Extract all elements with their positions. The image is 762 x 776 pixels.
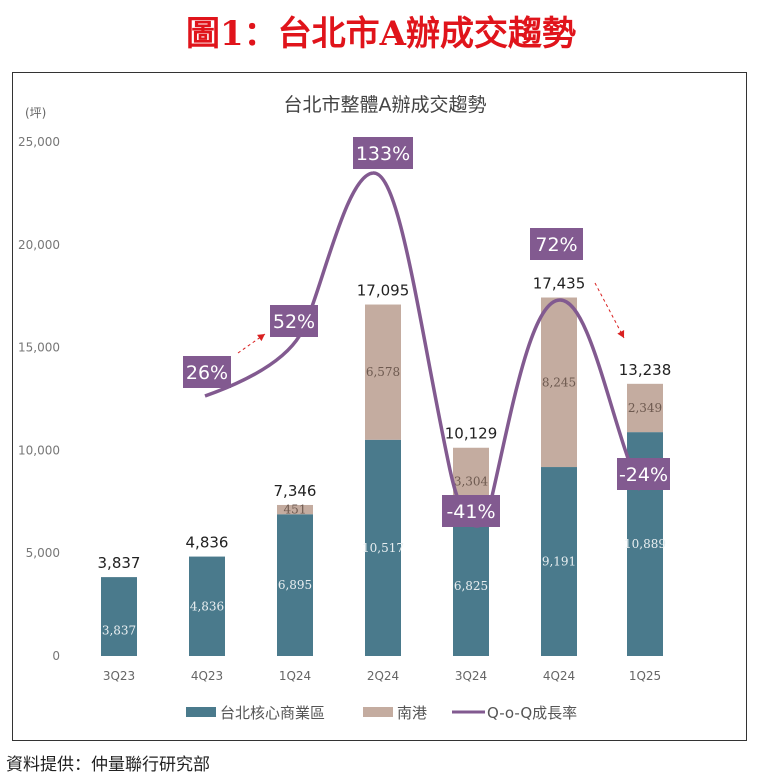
y-tick-label: 0 [52,649,60,663]
growth-label: -41% [446,501,495,523]
growth-label-box [353,137,413,169]
bar-nangang [277,504,313,515]
bar-core-label: 6,825 [454,579,488,593]
growth-label-box [617,458,670,490]
chart-title: 台北市整體A辦成交趨勢 [284,94,487,116]
bar-total-label: 3,837 [98,554,141,572]
bar-nangang-label: 6,578 [366,365,400,379]
y-tick-label: 15,000 [18,341,60,355]
bar-nangang-label: 8,245 [542,375,576,389]
legend-label-core: 台北核心商業區 [220,704,325,722]
bar-core-label: 6,895 [278,578,312,592]
growth-label-box [270,305,318,337]
growth-label: -24% [619,464,668,486]
bar-core-label: 9,191 [542,555,576,569]
bar-nangang [541,297,577,468]
bar-total-label: 10,129 [445,425,498,443]
x-tick-label: 3Q24 [455,669,487,683]
y-tick-label: 5,000 [26,546,60,560]
growth-label: 72% [535,234,577,256]
x-tick-label: 3Q23 [103,669,135,683]
bar-total-label: 17,435 [533,275,586,293]
bar-core [189,556,225,656]
bar-nangang [365,304,401,440]
y-tick-label: 25,000 [18,135,60,149]
bar-nangang [627,383,663,433]
bar-total-label: 4,836 [186,534,229,552]
bar-core-label: 10,517 [362,541,404,555]
growth-label: 133% [356,143,410,165]
x-tick-label: 1Q25 [629,669,661,683]
legend-swatch-nangang [363,707,393,717]
chart-frame [12,72,747,741]
bar-total-label: 7,346 [274,482,317,500]
bar-nangang-label: 3,304 [454,475,489,489]
bar-total-label: 13,238 [619,361,672,379]
x-tick-label: 1Q24 [279,669,311,683]
bar-core [453,515,489,656]
bar-core [101,577,137,656]
bar-core [365,439,401,656]
growth-label: 52% [273,311,315,333]
growth-label-box [183,356,231,388]
bar-nangang-label: 451 [284,503,307,517]
bar-core-label: 10,889 [624,537,666,551]
bar-core-label: 3,837 [102,624,136,638]
growth-label-box [442,495,500,527]
bar-total-label: 17,095 [357,282,410,300]
bar-core [541,467,577,656]
bar-core [277,514,313,656]
legend-swatch-core [186,707,216,717]
legend-label-nangang: 南港 [397,704,427,722]
growth-label-box [530,228,583,260]
trend-arrow [594,282,625,339]
x-tick-label: 2Q24 [367,669,399,683]
y-axis-unit: (坪) [25,106,46,120]
arrow-head-icon [617,330,625,338]
y-tick-label: 10,000 [18,443,60,457]
figure-title: 圖1：台北市A辦成交趨勢 [185,14,577,54]
bar-nangang-label: 2,349 [628,401,662,415]
legend-label-line: Q-o-Q成長率 [487,704,577,722]
x-tick-label: 4Q24 [543,669,575,683]
arrow-head-icon [257,334,265,342]
x-tick-label: 4Q23 [191,669,223,683]
bar-core-label: 4,836 [190,599,224,613]
y-tick-label: 20,000 [18,238,60,252]
growth-label: 26% [186,362,228,384]
source-note: 資料提供：仲量聯行研究部 [6,755,210,775]
